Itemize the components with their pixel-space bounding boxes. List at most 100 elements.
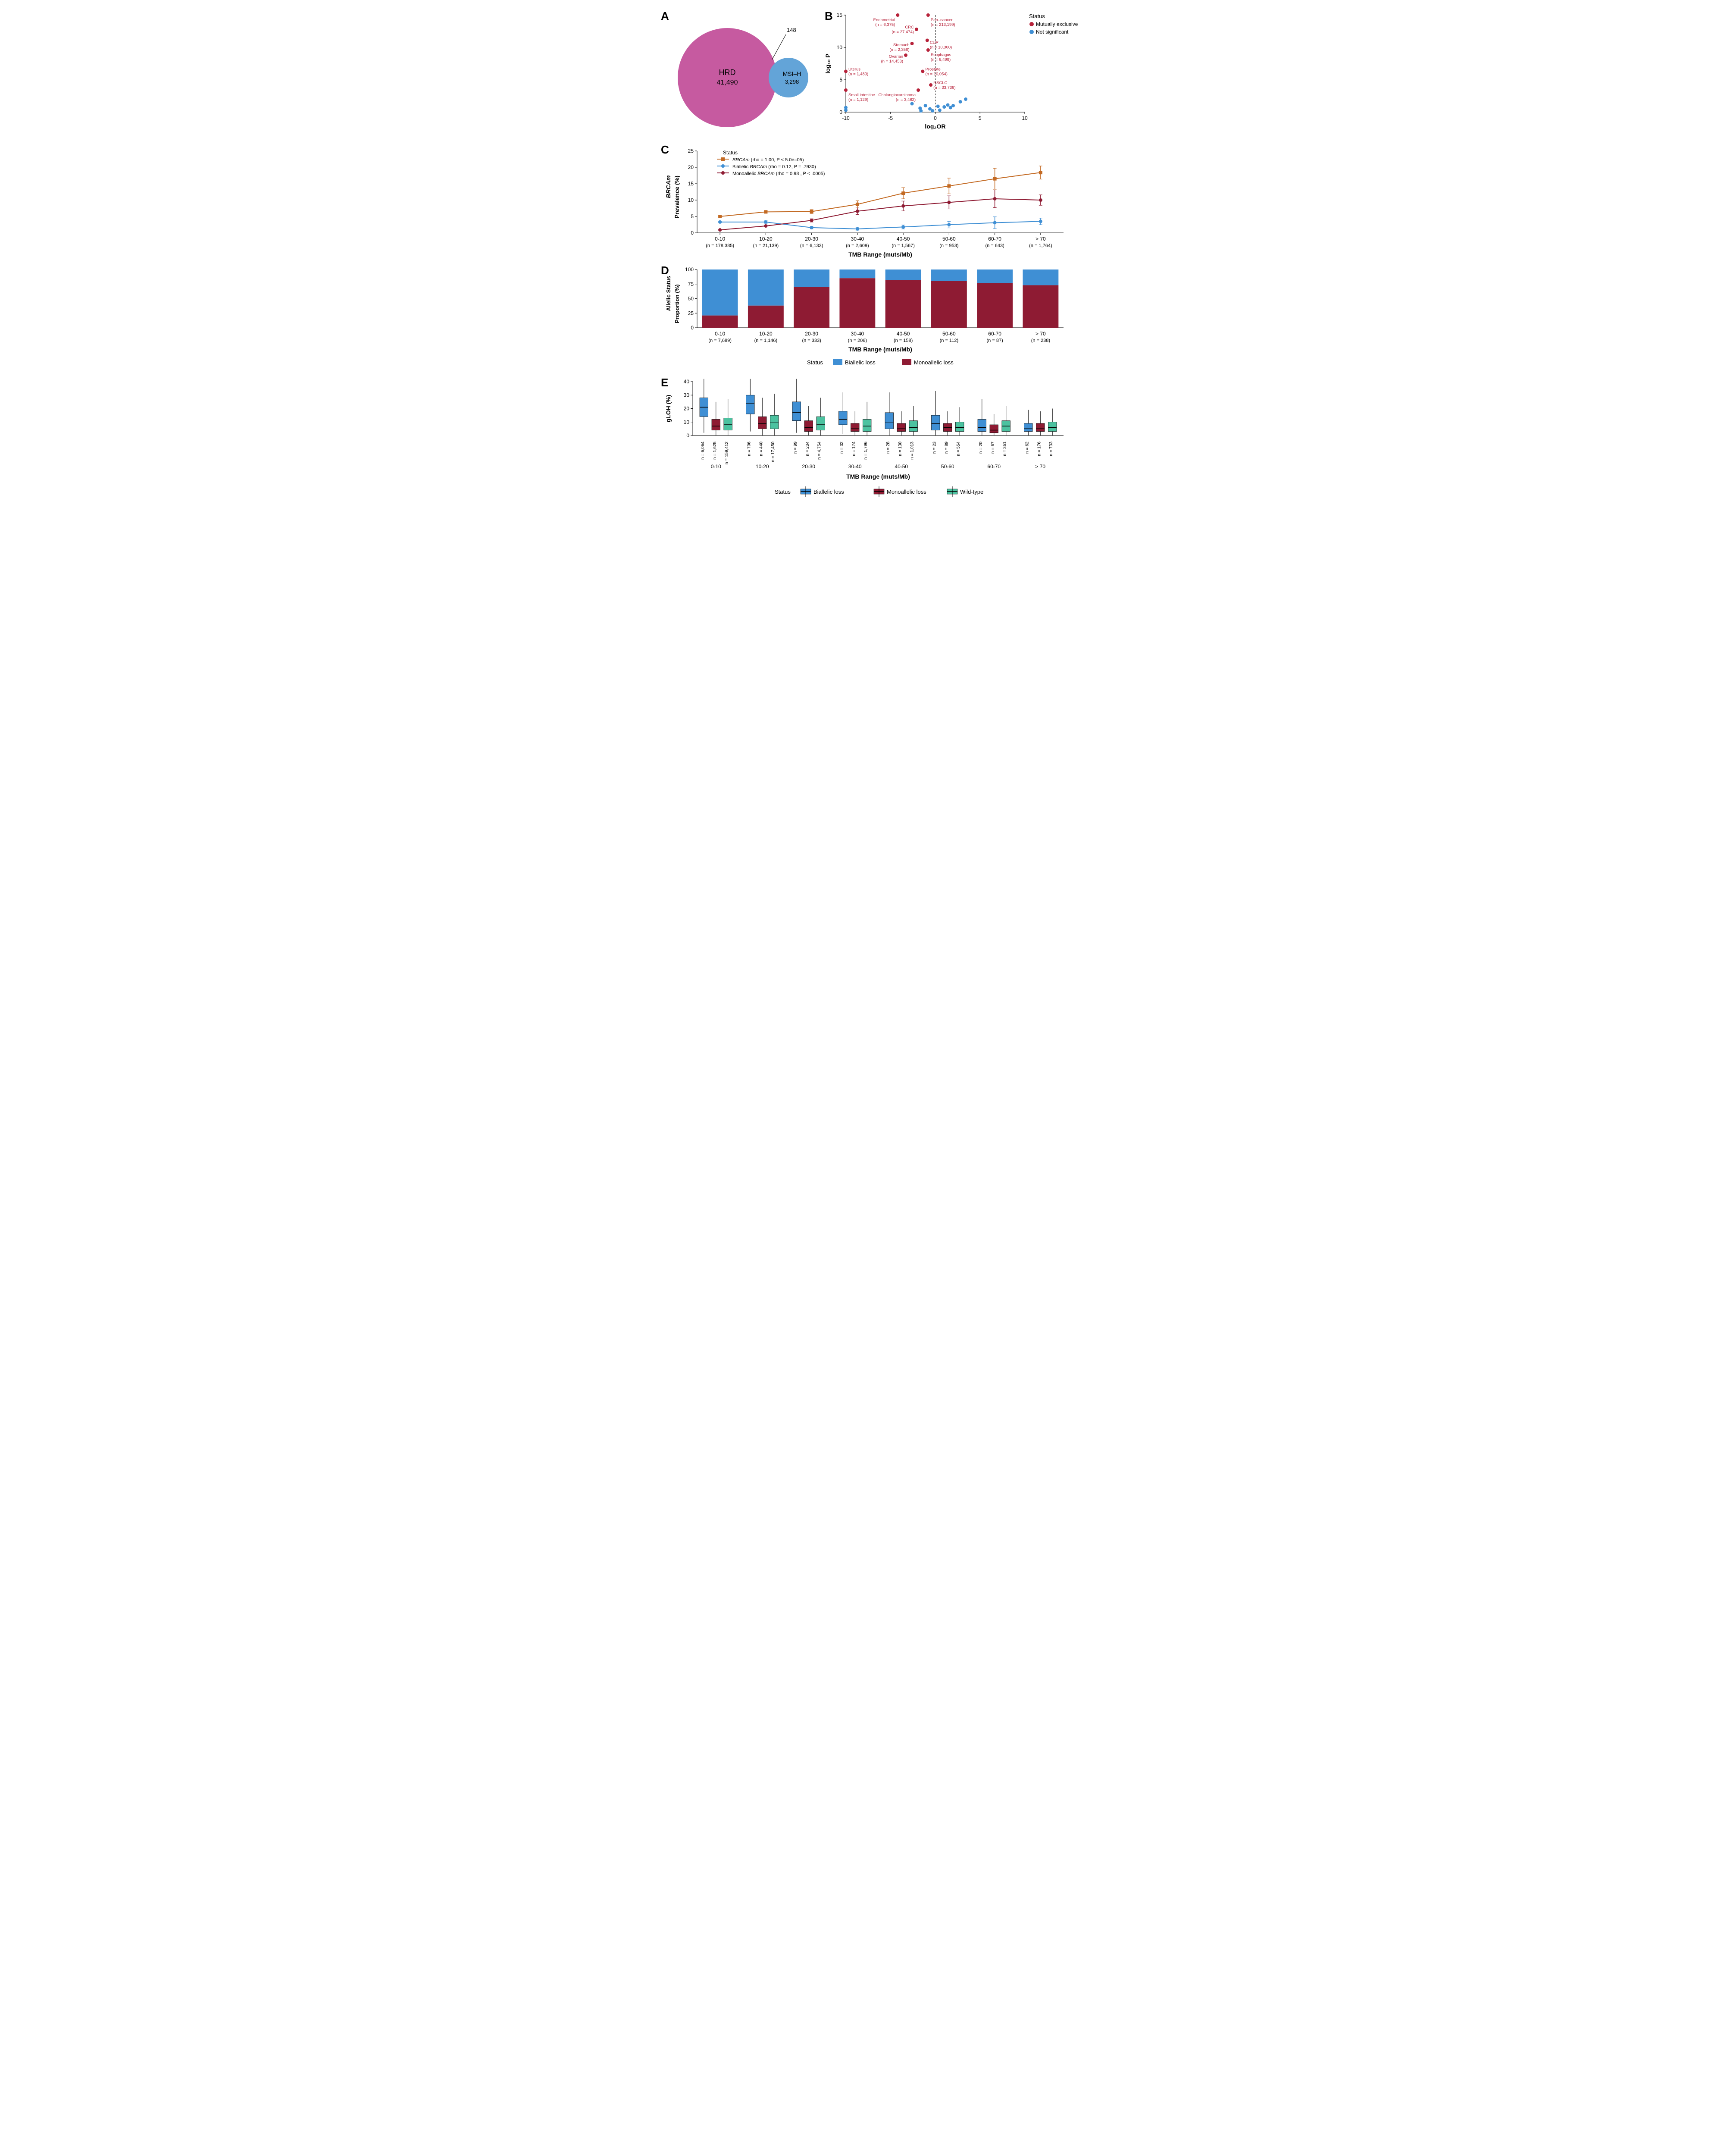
svg-text:(n = 21,139): (n = 21,139) (753, 243, 779, 248)
svg-text:10: 10 (683, 419, 689, 425)
svg-text:(n = 238): (n = 238) (1031, 338, 1050, 343)
svg-text:0-10: 0-10 (715, 236, 725, 242)
svg-text:NSCLC: NSCLC (933, 81, 947, 85)
svg-text:n = 28: n = 28 (885, 442, 890, 454)
svg-text:D: D (661, 264, 669, 277)
row-ab: AHRD41,490MSI–H3,298148 B-10-50510051015… (658, 9, 1072, 129)
svg-text:(n = 33,736): (n = 33,736) (933, 85, 956, 90)
svg-text:Mutually exclusive: Mutually exclusive (1036, 21, 1078, 27)
svg-text:(n = 1,764): (n = 1,764) (1029, 243, 1052, 248)
svg-text:A: A (661, 9, 669, 22)
svg-text:n = 130: n = 130 (898, 442, 902, 456)
svg-text:(n = 2,609): (n = 2,609) (846, 243, 869, 248)
svg-text:25: 25 (688, 310, 694, 316)
svg-text:148: 148 (787, 27, 796, 33)
svg-text:(n = 953): (n = 953) (939, 243, 958, 248)
svg-text:50-60: 50-60 (942, 236, 956, 242)
svg-text:0: 0 (839, 109, 842, 115)
svg-text:n = 176: n = 176 (1037, 442, 1042, 456)
svg-text:> 70: > 70 (1035, 236, 1046, 242)
svg-text:n = 440: n = 440 (759, 442, 763, 456)
svg-text:Status: Status (723, 150, 738, 156)
svg-text:5: 5 (978, 115, 981, 121)
svg-text:Wild-type: Wild-type (960, 489, 983, 495)
svg-text:(n = 213,199): (n = 213,199) (930, 22, 955, 27)
svg-text:60-70: 60-70 (987, 464, 1001, 470)
svg-text:n = 174: n = 174 (851, 442, 856, 456)
svg-text:0: 0 (686, 432, 689, 439)
svg-text:60-70: 60-70 (988, 236, 1001, 242)
svg-text:n = 733: n = 733 (1049, 442, 1054, 456)
svg-text:40-50: 40-50 (896, 331, 910, 337)
svg-text:TMB Range (muts/Mb): TMB Range (muts/Mb) (848, 346, 912, 353)
svg-text:20: 20 (683, 406, 689, 412)
svg-text:n = 23: n = 23 (932, 442, 937, 454)
svg-text:TMB Range (muts/Mb): TMB Range (muts/Mb) (848, 251, 912, 258)
svg-text:(n = 178,385): (n = 178,385) (706, 243, 734, 248)
svg-text:log₂OR: log₂OR (925, 123, 945, 129)
svg-text:n = 99: n = 99 (793, 442, 798, 454)
svg-text:(n = 10,054): (n = 10,054) (925, 72, 948, 77)
svg-text:40-50: 40-50 (895, 464, 908, 470)
svg-text:Not significant: Not significant (1036, 29, 1069, 35)
svg-text:(n = 14,453): (n = 14,453) (881, 59, 903, 64)
panel-B: B-10-50510051015log₂ORlog₁₀ PEndometrial… (822, 9, 1081, 129)
svg-text:5: 5 (839, 77, 842, 83)
svg-text:(n = 87): (n = 87) (986, 338, 1003, 343)
svg-text:60-70: 60-70 (988, 331, 1001, 337)
svg-text:(n = 6,498): (n = 6,498) (930, 57, 950, 62)
svg-text:Esophagus: Esophagus (930, 53, 951, 57)
svg-text:15: 15 (688, 181, 694, 187)
svg-text:10-20: 10-20 (759, 236, 773, 242)
svg-text:(n = 1,129): (n = 1,129) (848, 97, 868, 102)
svg-text:5: 5 (691, 213, 694, 219)
svg-text:HRD: HRD (719, 68, 735, 77)
svg-text:E: E (661, 376, 668, 389)
svg-text:(n = 1,567): (n = 1,567) (892, 243, 915, 248)
svg-text:50-60: 50-60 (941, 464, 954, 470)
svg-text:Monoallelic BRCAm (rho = 0.98: Monoallelic BRCAm (rho = 0.98 , P < .000… (732, 171, 825, 176)
svg-text:30-40: 30-40 (848, 464, 861, 470)
svg-text:Pan–cancer: Pan–cancer (930, 18, 952, 22)
svg-text:TMB Range (muts/Mb): TMB Range (muts/Mb) (846, 473, 910, 480)
svg-text:(n = 3,462): (n = 3,462) (895, 97, 915, 102)
svg-text:(n = 206): (n = 206) (848, 338, 867, 343)
svg-text:Biallelic loss: Biallelic loss (813, 489, 844, 495)
svg-text:100: 100 (685, 266, 693, 273)
svg-text:B: B (825, 9, 833, 22)
svg-text:Biallelic BRCAm (rho = 0.12, P: Biallelic BRCAm (rho = 0.12, P = .7930) (732, 164, 816, 169)
svg-text:Uterus: Uterus (848, 67, 860, 72)
svg-text:MSI–H: MSI–H (782, 70, 801, 77)
svg-text:C: C (661, 143, 669, 156)
svg-text:(n = 7,689): (n = 7,689) (708, 338, 732, 343)
svg-text:20-30: 20-30 (805, 331, 818, 337)
svg-text:0-10: 0-10 (715, 331, 725, 337)
svg-text:Monoallelic loss: Monoallelic loss (914, 359, 954, 366)
svg-text:(n = 333): (n = 333) (802, 338, 821, 343)
svg-text:-5: -5 (888, 115, 893, 121)
svg-text:0: 0 (691, 325, 694, 331)
svg-text:(n = 643): (n = 643) (985, 243, 1004, 248)
svg-text:Monoallelic loss: Monoallelic loss (887, 489, 926, 495)
svg-text:0: 0 (934, 115, 937, 121)
svg-text:Small intestine: Small intestine (848, 93, 875, 97)
svg-text:10-20: 10-20 (755, 464, 769, 470)
volcano-plot: B-10-50510051015log₂ORlog₁₀ PEndometrial… (822, 9, 1081, 129)
svg-text:30: 30 (683, 392, 689, 398)
svg-text:n = 89: n = 89 (944, 442, 949, 454)
svg-text:10: 10 (688, 197, 694, 203)
svg-text:(n = 2,358): (n = 2,358) (889, 47, 909, 52)
svg-text:n = 6,064: n = 6,064 (700, 442, 705, 460)
svg-text:0: 0 (691, 230, 694, 236)
svg-text:10-20: 10-20 (759, 331, 773, 337)
svg-text:BRCAm: BRCAm (665, 175, 672, 198)
svg-text:3,298: 3,298 (785, 78, 799, 85)
svg-text:(n = 6,133): (n = 6,133) (800, 243, 823, 248)
svg-text:40-50: 40-50 (896, 236, 910, 242)
svg-text:Status: Status (775, 489, 791, 495)
panel-D: D02550751000-10(n = 7,689)10-20(n = 1,14… (658, 263, 1072, 375)
svg-text:n = 1,625: n = 1,625 (712, 442, 717, 460)
svg-text:n = 17,450: n = 17,450 (771, 442, 776, 462)
svg-text:10: 10 (1022, 115, 1028, 121)
svg-text:n = 706: n = 706 (747, 442, 751, 456)
